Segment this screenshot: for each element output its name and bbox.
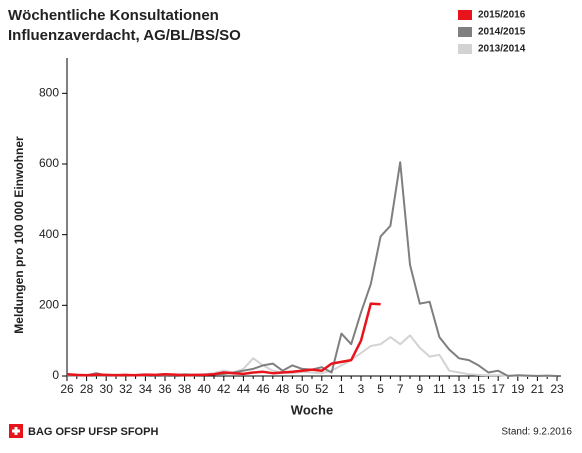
y-tick-label: 200 <box>39 298 59 312</box>
legend-swatch <box>458 10 472 20</box>
x-tick-label: 1 <box>338 382 345 396</box>
legend-swatch <box>458 44 472 54</box>
x-tick-label: 3 <box>358 382 365 396</box>
x-tick-label: 26 <box>60 382 74 396</box>
x-tick-label: 40 <box>198 382 212 396</box>
x-tick-label: 32 <box>119 382 133 396</box>
x-axis-label: Woche <box>291 402 333 417</box>
x-tick-label: 15 <box>472 382 486 396</box>
x-tick-label: 21 <box>531 382 545 396</box>
x-tick-label: 7 <box>397 382 404 396</box>
legend-label: 2013/2014 <box>478 44 526 55</box>
x-tick-label: 23 <box>550 382 564 396</box>
logo <box>9 424 23 438</box>
x-tick-label: 11 <box>433 382 446 396</box>
x-tick-label: 48 <box>276 382 290 396</box>
x-tick-label: 34 <box>139 382 153 396</box>
x-tick-label: 5 <box>377 382 384 396</box>
footer: Stand: 9.2.2016 <box>501 427 572 438</box>
series-line <box>66 161 558 377</box>
y-axis-label: Meldungen pro 100 000 Einwohner <box>12 136 26 334</box>
x-tick-label: 30 <box>100 382 114 396</box>
x-tick-label: 13 <box>452 382 466 396</box>
x-tick-label: 17 <box>492 382 506 396</box>
y-tick-label: 400 <box>39 227 59 241</box>
x-tick-label: 52 <box>315 382 329 396</box>
x-tick-label: 50 <box>296 382 310 396</box>
footer: BAG OFSP UFSP SFOPH <box>28 426 158 438</box>
x-tick-label: 44 <box>237 382 251 396</box>
chart-title: Influenzaverdacht, AG/BL/BS/SO <box>8 27 241 44</box>
y-tick-label: 600 <box>39 156 59 170</box>
y-tick-label: 0 <box>52 368 59 382</box>
x-tick-label: 19 <box>511 382 525 396</box>
x-tick-label: 42 <box>217 382 231 396</box>
y-tick-label: 800 <box>39 86 59 100</box>
legend-label: 2015/2016 <box>478 10 526 21</box>
legend-swatch <box>458 27 472 37</box>
series-line <box>66 302 381 377</box>
x-tick-label: 38 <box>178 382 192 396</box>
x-tick-label: 46 <box>256 382 270 396</box>
x-tick-label: 28 <box>80 382 94 396</box>
chart-title: Wöchentliche Konsultationen <box>8 7 219 24</box>
x-tick-label: 36 <box>158 382 172 396</box>
legend-label: 2014/2015 <box>478 27 526 38</box>
x-tick-label: 9 <box>416 382 423 396</box>
